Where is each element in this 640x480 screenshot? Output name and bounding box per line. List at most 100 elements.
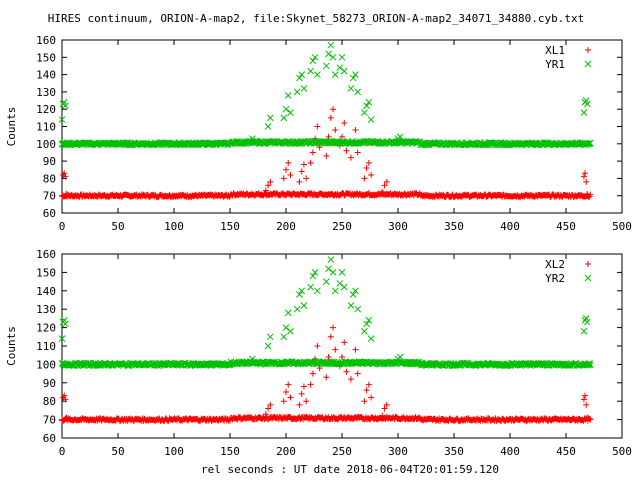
- data-point: [61, 170, 68, 177]
- x-tick-label: 300: [388, 445, 408, 458]
- y-tick-label: 110: [36, 121, 56, 134]
- data-point: [365, 381, 372, 388]
- y-tick-label: 80: [43, 172, 56, 185]
- data-point: [329, 53, 337, 61]
- y-tick-label: 140: [36, 285, 56, 298]
- data-point: [367, 116, 375, 123]
- data-point: [314, 343, 321, 349]
- data-point: [580, 109, 588, 117]
- y-tick-label: 120: [36, 103, 56, 116]
- data-point: [347, 154, 354, 161]
- legend-label: XL1: [545, 44, 565, 57]
- data-point: [379, 412, 386, 419]
- data-point: [327, 41, 335, 49]
- x-tick-label: 200: [276, 445, 296, 458]
- data-point: [283, 166, 289, 173]
- data-point: [368, 394, 375, 401]
- data-point: [585, 361, 593, 369]
- data-point: [336, 280, 344, 287]
- data-point: [62, 320, 69, 328]
- data-point: [587, 361, 594, 369]
- y-tick-label: 150: [36, 266, 56, 279]
- data-point: [63, 361, 70, 368]
- legend-label: YR1: [545, 58, 565, 71]
- data-point: [296, 291, 303, 298]
- x-tick-label: 500: [612, 220, 632, 233]
- data-point: [298, 168, 305, 175]
- data-point: [347, 85, 355, 92]
- x-tick-label: 0: [59, 220, 66, 233]
- y-tick-label: 120: [36, 322, 56, 335]
- data-point: [365, 316, 373, 324]
- data-point: [296, 401, 303, 408]
- data-point: [381, 182, 388, 189]
- y-axis-label: Counts: [5, 107, 18, 147]
- data-point: [303, 175, 310, 182]
- data-point: [287, 109, 294, 117]
- data-point: [352, 126, 359, 133]
- data-point: [368, 171, 375, 178]
- data-point: [309, 149, 316, 156]
- data-point: [325, 354, 332, 361]
- data-point: [298, 71, 306, 78]
- data-point: [267, 178, 274, 185]
- data-point: [267, 401, 274, 408]
- data-point: [303, 398, 310, 405]
- data-point: [311, 269, 319, 276]
- x-tick-label: 150: [220, 445, 240, 458]
- data-point: [62, 396, 69, 403]
- data-point: [340, 283, 348, 291]
- data-point: [331, 287, 339, 295]
- x-tick-label: 450: [556, 445, 576, 458]
- data-point: [327, 333, 334, 340]
- data-point: [383, 401, 390, 408]
- x-tick-label: 400: [500, 220, 520, 233]
- plots-container: 0 50 100 150 200 250 300 350 400 450 5006070809010…: [5, 34, 632, 458]
- data-point: [309, 57, 317, 65]
- data-point: [280, 114, 288, 122]
- data-point: [327, 114, 334, 121]
- data-point: [347, 376, 354, 383]
- x-tick-label: 100: [164, 445, 184, 458]
- data-point: [336, 64, 344, 72]
- data-point: [287, 171, 294, 178]
- plot-panel-1: 0 50 100 150 200 250 300 350 400 450 500 60 70 80 90 10…: [5, 34, 632, 233]
- data-point: [314, 123, 321, 130]
- data-point: [582, 392, 589, 399]
- data-point: [584, 190, 591, 197]
- data-point: [314, 287, 321, 295]
- data-point: [265, 182, 272, 189]
- data-point: [343, 147, 350, 154]
- data-point: [363, 102, 370, 110]
- x-tick-label: 500: [612, 445, 632, 458]
- data-point: [58, 335, 66, 342]
- data-point: [287, 394, 294, 401]
- y-tick-label: 80: [43, 395, 56, 408]
- data-point: [298, 390, 305, 397]
- data-point: [587, 139, 594, 147]
- data-point: [63, 190, 70, 197]
- data-point: [283, 389, 289, 395]
- data-point: [352, 287, 359, 295]
- y-tick-label: 60: [43, 207, 56, 220]
- x-tick-label: 350: [444, 220, 464, 233]
- data-point: [293, 305, 301, 313]
- y-tick-label: 70: [43, 414, 56, 427]
- data-point: [282, 105, 290, 113]
- y-tick-label: 160: [36, 248, 56, 261]
- y-tick-label: 60: [43, 432, 56, 445]
- y-tick-label: 110: [36, 340, 56, 353]
- data-point: [343, 368, 350, 375]
- series-YR2: [58, 256, 594, 370]
- data-point: [59, 416, 65, 423]
- y-tick-label: 100: [36, 138, 56, 151]
- data-point: [584, 414, 591, 421]
- data-point: [298, 287, 306, 295]
- data-point: [339, 133, 345, 140]
- data-point: [307, 381, 314, 388]
- y-tick-label: 130: [36, 303, 56, 316]
- x-tick-label: 300: [388, 220, 408, 233]
- data-point: [61, 392, 68, 399]
- data-point: [365, 159, 372, 166]
- data-point: [72, 141, 79, 148]
